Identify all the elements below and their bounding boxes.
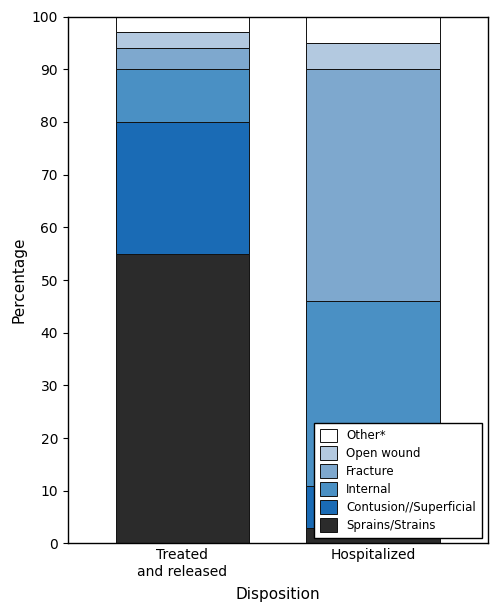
- Bar: [306, 17, 440, 43]
- X-axis label: Disposition: Disposition: [236, 587, 320, 602]
- Bar: [115, 122, 249, 254]
- Legend: Other*, Open wound, Fracture, Internal, Contusion//Superficial, Sprains/Strains: Other*, Open wound, Fracture, Internal, …: [314, 423, 482, 538]
- Bar: [306, 528, 440, 544]
- Bar: [115, 254, 249, 544]
- Bar: [306, 485, 440, 528]
- Bar: [115, 48, 249, 69]
- Bar: [306, 69, 440, 301]
- Bar: [115, 17, 249, 32]
- Bar: [306, 301, 440, 485]
- Bar: [306, 43, 440, 69]
- Y-axis label: Percentage: Percentage: [11, 237, 26, 323]
- Bar: [115, 32, 249, 48]
- Bar: [115, 69, 249, 122]
